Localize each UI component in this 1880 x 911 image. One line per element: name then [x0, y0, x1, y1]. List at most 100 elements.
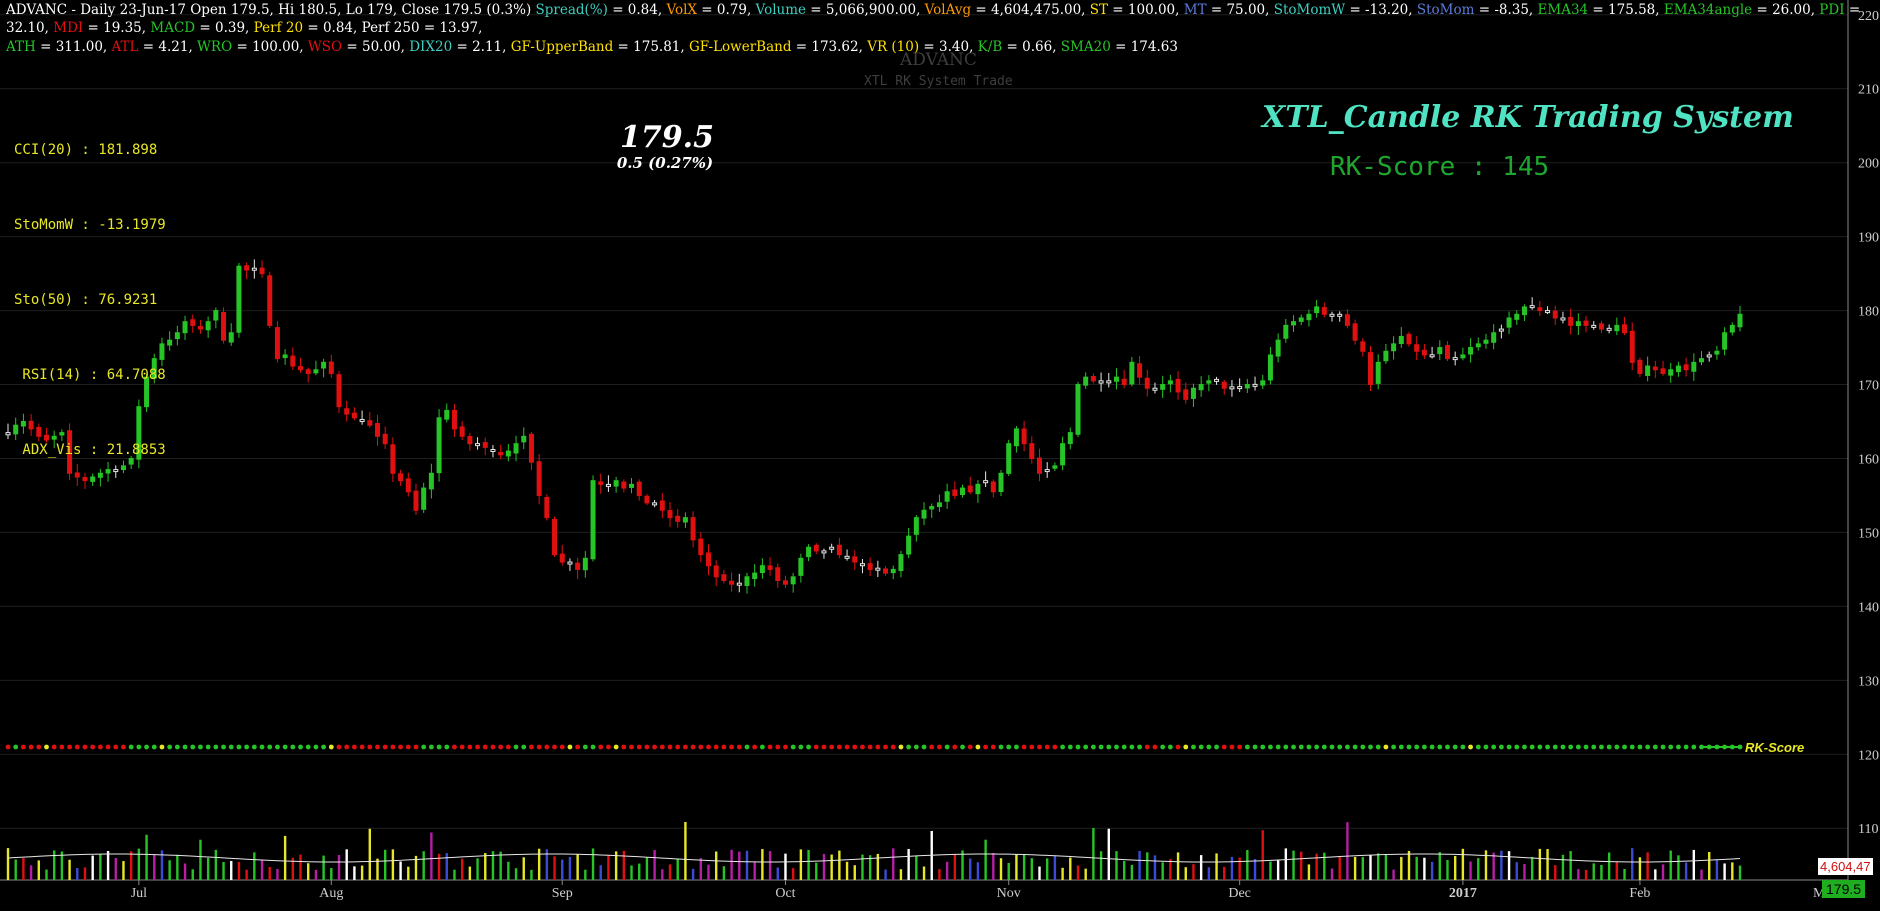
price-axis: 110 120 130 140 150 160 170 180 190 200 210 220	[1858, 9, 1879, 837]
candle-body	[1537, 307, 1543, 312]
candle-body	[1491, 332, 1497, 343]
volume-bar	[1323, 852, 1326, 880]
candle-body	[1552, 310, 1558, 319]
candle-body	[428, 472, 434, 490]
rk-score-dot	[667, 744, 673, 750]
volume-bar	[961, 850, 964, 880]
candle-body	[1106, 380, 1112, 384]
volume-bar	[60, 851, 64, 880]
volume-bar	[414, 855, 418, 880]
volume-bar	[868, 855, 872, 880]
header-field: = 4,604,475.00,	[971, 2, 1086, 18]
candle-body	[1144, 377, 1150, 389]
volume-bar	[222, 862, 225, 880]
volume-bar	[784, 853, 787, 880]
candle-body	[351, 412, 357, 419]
candle-body	[521, 435, 527, 443]
indicator-readout: CCI(20) : 181.898 StoMomW : -13.1979 Sto…	[14, 88, 166, 488]
rk-score-dot	[1037, 744, 1042, 750]
candle-body	[475, 443, 481, 447]
y-tick-label: 140	[1858, 600, 1879, 615]
volume-bar	[122, 861, 125, 880]
candle-body	[883, 568, 889, 574]
rk-score-dot	[713, 744, 719, 750]
rk-score-dot	[536, 744, 542, 750]
volume-bar	[807, 849, 810, 880]
volume-bar	[1584, 869, 1588, 880]
candle-body	[744, 576, 750, 587]
volume-bar	[137, 848, 141, 880]
header-field: GF-LowerBand	[684, 39, 792, 55]
rk-score-dot	[860, 744, 865, 750]
volume-bar	[1546, 849, 1549, 880]
volume-bar	[861, 854, 864, 880]
rk-score-dot	[744, 744, 750, 750]
volume-bar	[599, 865, 602, 880]
volume-bar	[145, 834, 148, 880]
volume-bar	[1523, 864, 1526, 880]
volume-bar	[314, 869, 318, 880]
rk-score-dot	[552, 744, 557, 750]
volume-bar	[399, 861, 402, 880]
volume-bar	[1276, 860, 1280, 880]
candle-body	[867, 563, 873, 570]
candle-body	[690, 517, 696, 541]
volume-bar	[37, 860, 40, 880]
volume-bar	[537, 848, 541, 880]
volume-bar	[1099, 851, 1103, 880]
rk-score-dot	[128, 744, 134, 750]
candle-body	[1375, 361, 1381, 384]
candle-body	[752, 572, 758, 580]
rk-score-dot	[1306, 744, 1312, 750]
volume-bar	[815, 862, 818, 880]
volume-bar	[1530, 856, 1534, 880]
rk-score-dot	[1352, 744, 1358, 750]
rk-score-dot	[906, 744, 912, 750]
candle-body	[290, 355, 296, 367]
candle-body	[1737, 313, 1743, 328]
volume-bar	[468, 866, 472, 880]
candle-body	[698, 538, 704, 556]
rk-score-dot	[282, 744, 288, 750]
rk-score-dot	[1683, 744, 1689, 750]
volume-bar	[1030, 858, 1034, 880]
candle-body	[528, 433, 534, 463]
volume-bar	[445, 853, 448, 880]
volume-bar	[838, 850, 841, 880]
rk-score-dot	[698, 744, 704, 750]
rk-score-dot	[1506, 744, 1512, 750]
header-field: Spread(%)	[531, 2, 608, 18]
header-field: = 311.00,	[35, 39, 108, 55]
rk-score-dot	[1676, 744, 1681, 750]
candle-body	[890, 568, 896, 574]
candle-body	[1675, 365, 1681, 373]
header-line-3: ATH = 311.00, ATL = 4.21, WRO = 100.00, …	[6, 38, 1178, 56]
rk-score-dot	[452, 744, 457, 750]
candle-body	[205, 321, 211, 331]
volume-bar	[892, 848, 895, 880]
candle-body	[1429, 354, 1435, 358]
rk-score-dot	[1645, 744, 1651, 750]
volume-bar	[1484, 850, 1488, 880]
candle-body	[467, 436, 473, 445]
candle-body	[1699, 358, 1705, 363]
header-line-1: ADVANC - Daily 23-Jun-17 Open 179.5, Hi …	[6, 1, 1860, 19]
candle-body	[228, 332, 234, 343]
volume-bar	[1169, 859, 1172, 880]
candle-body	[1337, 313, 1343, 317]
candle-body	[359, 419, 365, 423]
volume-bar	[245, 869, 248, 880]
rk-score-dot	[1060, 744, 1065, 750]
rk-score-dot	[375, 744, 380, 750]
volume-bar	[1400, 856, 1403, 880]
rk-score-dot	[28, 744, 34, 750]
indicator-stomomw: StoMomW : -13.1979	[14, 217, 166, 233]
volume-bar	[591, 848, 595, 880]
rk-score-dot	[1206, 744, 1212, 750]
volume-bar	[260, 860, 264, 880]
candle-body	[990, 481, 996, 493]
rk-score-dot	[1314, 744, 1320, 750]
candle-body	[1514, 313, 1520, 320]
